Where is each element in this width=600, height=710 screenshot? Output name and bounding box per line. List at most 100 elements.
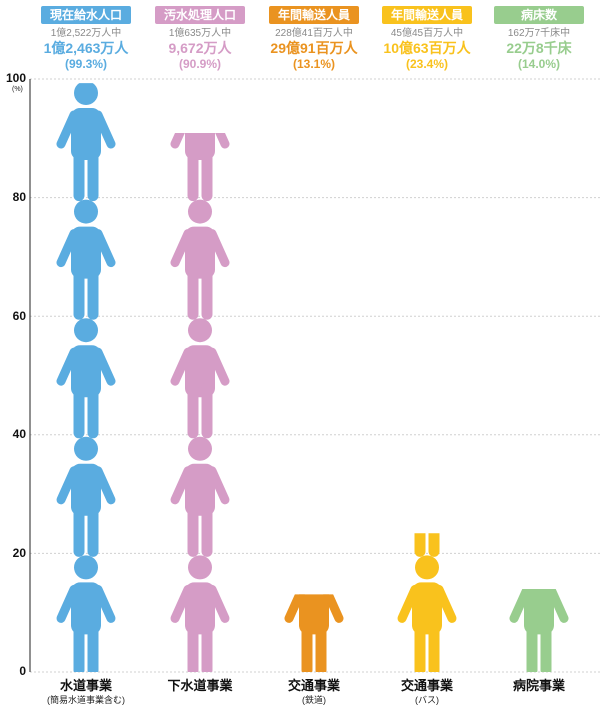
figure-col-4 — [509, 81, 569, 672]
figure-head — [527, 437, 551, 461]
figure-head — [188, 318, 212, 343]
figure-arm — [551, 234, 564, 263]
header-col-1: 汚水処理人口 1億635万人中 9,672万人 (90.9%) — [150, 6, 250, 71]
figure-arm — [397, 584, 420, 623]
figure-torso — [412, 227, 442, 279]
figure-col-0 — [56, 83, 116, 672]
figure-arm — [56, 584, 79, 623]
figure-arm — [551, 115, 564, 144]
figure-arm — [514, 352, 527, 381]
total-label: 1億2,522万人中 — [50, 28, 122, 39]
figure-head — [527, 200, 551, 224]
figure-arm — [93, 347, 116, 386]
y-tick-label: 20 — [12, 546, 26, 560]
metric-tag: 病床数 — [494, 6, 584, 24]
figure-head — [415, 555, 439, 580]
figure-torso — [412, 345, 442, 397]
figure-arm — [284, 594, 305, 623]
y-tick-label: 100 — [5, 71, 26, 85]
figure-torso — [412, 464, 442, 516]
figure-arm — [93, 110, 116, 149]
header-col-3: 年間輸送人員 45億45百万人中 10億63百万人 (23.4%) — [377, 6, 477, 71]
figure-head — [188, 555, 212, 580]
figure-arm — [439, 234, 452, 263]
total-label: 1億635万人中 — [168, 28, 232, 39]
figure-arm — [170, 229, 193, 268]
header-col-2: 年間輸送人員 228億41百万人中 29億91百万人 (13.1%) — [264, 6, 364, 71]
category-label: 交通事業 — [400, 678, 453, 693]
figure-head — [74, 555, 98, 580]
figure-arm — [514, 234, 527, 263]
value-label: 22万8千床 — [506, 40, 572, 56]
figure-arm — [326, 234, 339, 263]
y-tick-label: 40 — [12, 427, 26, 441]
figure-torso — [524, 345, 554, 397]
figure-head — [415, 318, 439, 342]
figure-arm — [402, 234, 415, 263]
figure-arm — [207, 229, 230, 268]
figure-torso — [524, 108, 554, 160]
y-tick-label: 60 — [12, 309, 26, 323]
y-tick-label: 0 — [19, 664, 26, 678]
figure-arm — [93, 466, 116, 505]
figure-arm — [170, 466, 193, 505]
figure-arm — [514, 471, 527, 500]
grid-lines — [30, 78, 600, 673]
figure-head — [415, 81, 439, 105]
percent-label: (23.4%) — [405, 57, 449, 71]
figure-head — [188, 436, 212, 461]
figure-head — [188, 81, 212, 105]
metric-tag: 現在給水人口 — [41, 6, 131, 24]
value-label: 9,672万人 — [168, 40, 232, 56]
figure-arm — [215, 132, 230, 149]
category-label: 水道事業 — [59, 678, 112, 693]
metric-tag: 年間輸送人員 — [269, 6, 359, 24]
figure-head — [527, 318, 551, 342]
header-col-4: 病床数 162万7千床中 22万8千床 (14.0%) — [489, 6, 589, 71]
figure-arm — [93, 229, 116, 268]
figure-arm — [56, 110, 79, 149]
figure-arm — [434, 584, 457, 623]
figure-head — [302, 555, 326, 579]
figure-arm — [439, 115, 452, 144]
figure-head — [302, 200, 326, 224]
x-label-1: 下水道事業 — [145, 678, 255, 694]
figure-torso — [524, 227, 554, 279]
figure-arm — [289, 115, 302, 144]
percent-label: (14.0%) — [517, 57, 561, 71]
figure-arm — [289, 234, 302, 263]
figure-arm — [93, 584, 116, 623]
figure-torso — [299, 345, 329, 397]
figure-arm — [56, 229, 79, 268]
figure-head — [302, 318, 326, 342]
figure-arm — [56, 466, 79, 505]
figure-head — [74, 436, 98, 461]
total-label: 45億45百万人中 — [390, 28, 464, 39]
figure-arm — [170, 584, 193, 623]
figure-arm — [326, 471, 339, 500]
figure-col-3 — [397, 81, 457, 672]
x-label-4: 病院事業 — [484, 678, 594, 694]
figure-arm — [56, 347, 79, 386]
percent-label: (90.9%) — [178, 57, 222, 71]
x-label-0: 水道事業 (簡易水道事業含む) — [31, 678, 141, 706]
figure-arm — [326, 352, 339, 381]
header-col-0: 現在給水人口 1億2,522万人中 1億2,463万人 (99.3%) — [36, 6, 136, 71]
category-sublabel: (簡易水道事業含む) — [47, 695, 125, 705]
y-tick-label: 80 — [12, 190, 26, 204]
figure-arm — [289, 352, 302, 381]
percent-label: (99.3%) — [64, 57, 108, 71]
category-sublabel: (バス) — [415, 695, 439, 705]
figure-head — [415, 437, 439, 461]
figure-arm — [439, 471, 452, 500]
figure-head — [302, 81, 326, 105]
figure-head — [527, 81, 551, 105]
figure-arm — [170, 132, 185, 149]
figure-arm — [207, 347, 230, 386]
figure-arm — [207, 584, 230, 623]
x-label-3: 交通事業 (バス) — [372, 678, 482, 706]
figure-arm — [402, 352, 415, 381]
metric-tag: 年間輸送人員 — [382, 6, 472, 24]
figure-torso — [412, 108, 442, 160]
total-label: 162万7千床中 — [507, 28, 571, 39]
